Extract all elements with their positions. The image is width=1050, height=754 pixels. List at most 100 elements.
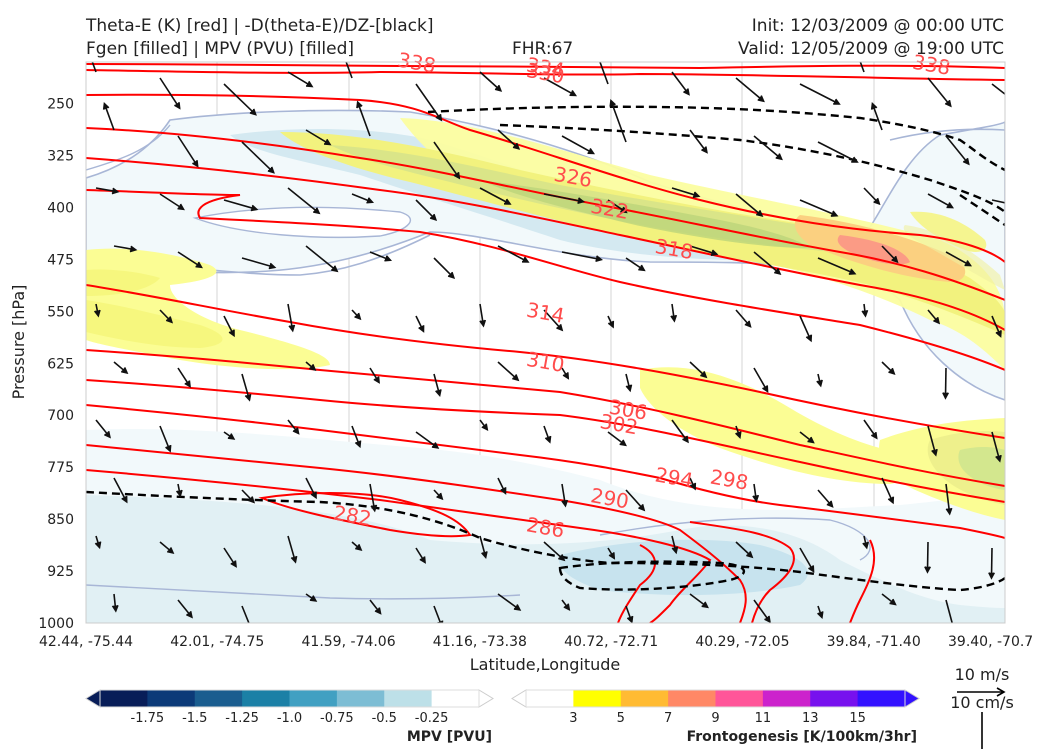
- wind-vector: [753, 251, 782, 275]
- wind-vector: [433, 373, 442, 397]
- colorbar-tick-label: 5: [617, 711, 625, 726]
- wind-vector: [287, 419, 300, 435]
- colorbar-tick-label: -1.75: [131, 711, 165, 726]
- wind-vector: [1010, 258, 1043, 267]
- wind-vector: [543, 541, 566, 562]
- forecast-hour: FHR:67: [512, 39, 573, 59]
- wind-vector: [671, 71, 690, 96]
- wind-vector: [607, 199, 628, 214]
- colorbar-tick-label: -1.25: [225, 711, 259, 726]
- wind-vector: [369, 599, 382, 615]
- wind-vector: [945, 251, 973, 267]
- wind-vector: [689, 245, 719, 257]
- wind-vector: [223, 83, 257, 116]
- wind-vector: [113, 477, 128, 504]
- wind-vector: [415, 431, 440, 449]
- colorbar-tick-label: 11: [755, 711, 772, 726]
- y-tick-label: 550: [47, 304, 74, 320]
- wind-vector: [689, 129, 708, 154]
- wind-vector: [543, 425, 552, 444]
- wind-vector: [870, 102, 883, 131]
- init-time: Init: 12/03/2009 @ 00:00 UTC: [752, 16, 1004, 36]
- x-tick-label: 41.59, -74.06: [302, 634, 396, 650]
- wind-vector: [351, 425, 362, 449]
- wind-vector: [102, 102, 115, 131]
- colorbar-tick-label: -1.0: [277, 711, 302, 726]
- mpv-colorbar: -1.75 -1.5 -1.25 -1.0 -0.75 -0.5 -0.25: [85, 689, 494, 726]
- wind-vector: [95, 419, 111, 439]
- wind-vector: [991, 315, 1002, 338]
- wind-vector: [752, 483, 760, 503]
- wind-vector: [561, 135, 596, 155]
- wind-vector: [945, 483, 953, 516]
- colorbar-arrow-left: [511, 689, 527, 708]
- wind-vector: [305, 593, 318, 602]
- x-tick-label: 42.01, -74.75: [170, 634, 264, 650]
- wind-vector: [497, 477, 507, 495]
- colorbar-segment: [194, 690, 243, 707]
- x-tick-label: 40.29, -72.05: [695, 634, 789, 650]
- wind-vector: [862, 535, 869, 550]
- wind-vector: [223, 547, 237, 568]
- y-tick-label: 325: [47, 149, 74, 165]
- wind-vector: [671, 187, 701, 199]
- wind-vector: [305, 129, 332, 146]
- colorbar-segment: [147, 690, 196, 707]
- wind-vector: [177, 599, 193, 619]
- wind-scale-key: 10 m/s 10 cm/s: [950, 665, 1014, 749]
- wind-vector: [159, 541, 175, 555]
- colorbar-segment: [857, 690, 906, 707]
- wind-vector: [881, 245, 899, 264]
- wind-vector: [735, 541, 754, 559]
- colorbar-segment: [100, 690, 148, 707]
- x-axis-ticks: 42.44, -75.44 42.01, -74.75 41.59, -74.06 4…: [39, 634, 1033, 650]
- wind-vector: [175, 483, 183, 498]
- wind-vector: [863, 187, 881, 206]
- colorbar-segment: [384, 690, 433, 707]
- plot-frame: [85, 61, 1006, 624]
- wind-vector: [241, 257, 277, 270]
- wind-vector: [689, 593, 709, 609]
- wind-vector: [607, 547, 616, 560]
- wind-vector: [816, 373, 823, 388]
- wind-vector: [369, 483, 378, 513]
- colorbar-tick-label: -0.5: [372, 711, 397, 726]
- wind-vector: [881, 593, 897, 606]
- wind-vector: [753, 135, 783, 161]
- wind-vector: [735, 425, 742, 440]
- wind-vector: [1010, 490, 1016, 520]
- wind-vector: [625, 257, 646, 272]
- wind-vector: [1007, 374, 1012, 404]
- wind-vector: [159, 425, 172, 453]
- wind-vector: [735, 77, 765, 103]
- wind-vector: [415, 83, 443, 122]
- colorbar-segment: [526, 690, 574, 707]
- wind-vector: [369, 367, 380, 384]
- y-tick-label: 850: [47, 512, 74, 528]
- mpv-colorbar-label: MPV [PVU]: [407, 729, 492, 745]
- wind-vector: [753, 599, 771, 623]
- title-line-2: Fgen [filled] | MPV (PVU) [filled]: [86, 39, 354, 59]
- wind-vector: [753, 367, 769, 393]
- wind-vector: [223, 431, 236, 440]
- y-axis-ticks: 250 325 400 475 550 625 700 775 850 925 1000: [38, 97, 74, 632]
- wind-scale-label-vertical: 10 cm/s: [950, 693, 1014, 712]
- colorbar-tick-label: 7: [664, 711, 672, 726]
- y-tick-label: 700: [47, 408, 74, 424]
- wind-vector: [942, 367, 949, 400]
- wind-vector: [927, 193, 955, 209]
- y-tick-label: 250: [47, 97, 74, 113]
- colorbar-segment: [573, 690, 622, 707]
- colorbar-segment: [289, 690, 338, 707]
- wind-vector: [479, 187, 512, 205]
- wind-vector: [287, 303, 296, 333]
- wind-vector: [241, 605, 250, 623]
- y-tick-label: 775: [47, 460, 74, 476]
- wind-vector: [561, 483, 569, 508]
- wind-vector: [415, 547, 426, 564]
- wind-vector: [671, 535, 679, 555]
- colorbar-tick-label: -0.75: [320, 711, 354, 726]
- colorbar-tick-label: 9: [711, 711, 719, 726]
- wind-vector: [305, 477, 317, 500]
